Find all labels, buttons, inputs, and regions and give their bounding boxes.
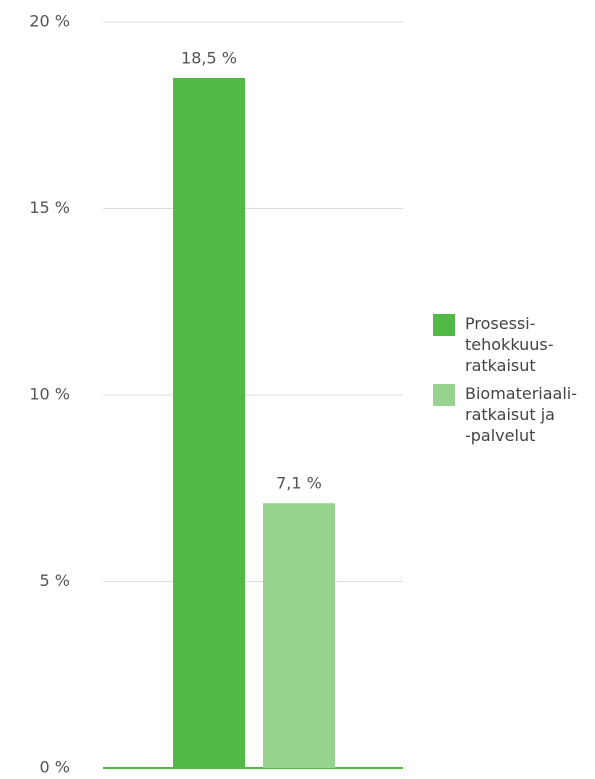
legend-label: Biomateriaali- ratkaisut ja -palvelut <box>465 384 578 445</box>
legend: Prosessi- tehokkuus- ratkaisut Biomateria… <box>433 314 577 454</box>
y-tick-label: 15 % <box>29 198 70 217</box>
data-label: 7,1 % <box>276 474 322 493</box>
bar <box>173 77 245 768</box>
legend-item: Prosessi- tehokkuus- ratkaisut <box>433 314 577 376</box>
data-label: 18,5 % <box>181 48 237 67</box>
y-tick-label: 20 % <box>29 12 70 31</box>
legend-label: Prosessi- tehokkuus- ratkaisut <box>465 314 554 375</box>
y-tick-label: 0 % <box>40 758 70 777</box>
legend-swatch <box>433 384 455 406</box>
legend-swatch <box>433 314 455 336</box>
y-tick-label: 5 % <box>40 571 70 590</box>
y-tick-label: 10 % <box>29 385 70 404</box>
legend-item: Biomateriaali- ratkaisut ja -palvelut <box>433 384 577 446</box>
bar <box>263 503 335 768</box>
